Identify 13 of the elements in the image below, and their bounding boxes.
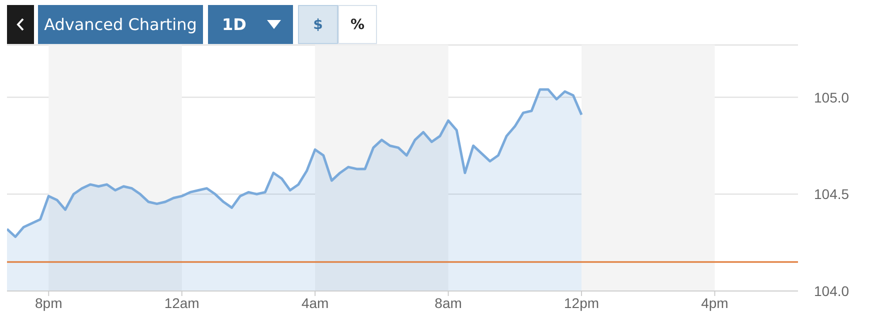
- x-tick-label: 8am: [434, 294, 462, 311]
- x-tick-label: 4am: [301, 294, 329, 311]
- text: %: [350, 16, 365, 32]
- x-tick-label: 4pm: [701, 294, 728, 311]
- text: 1D: [222, 15, 246, 34]
- x-tick-label: 8pm: [35, 294, 62, 311]
- text: $: [313, 16, 323, 32]
- y-tick-label: 104.0: [814, 282, 850, 299]
- y-tick-label: 104.5: [814, 186, 850, 202]
- text: Advanced Charting: [44, 15, 197, 34]
- x-tick-label: 12pm: [564, 294, 600, 311]
- x-tick-label: 12am: [164, 294, 200, 311]
- y-tick-label: 105.0: [814, 89, 850, 106]
